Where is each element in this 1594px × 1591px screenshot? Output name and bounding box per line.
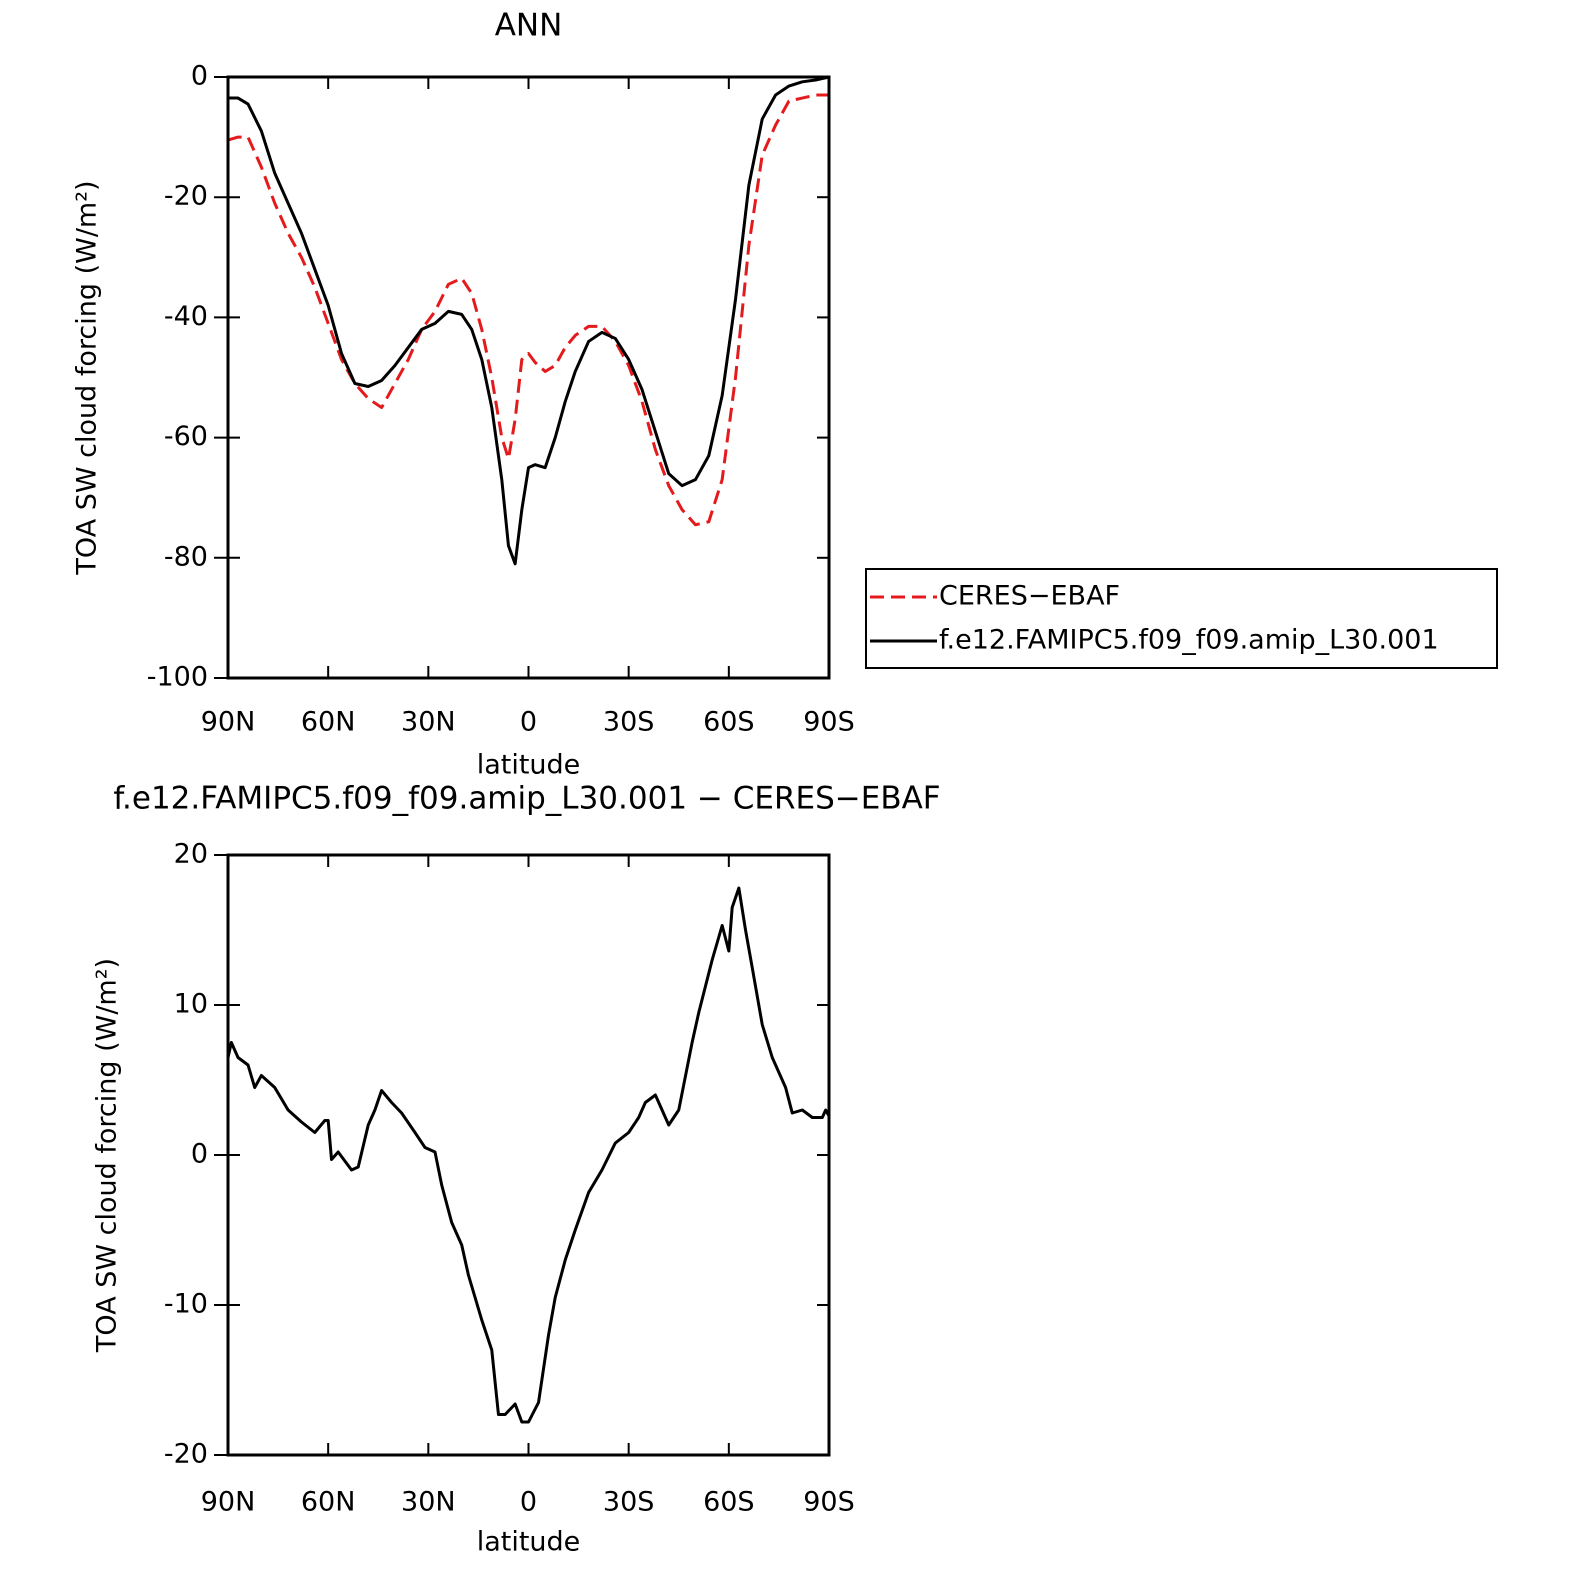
x-tick-label: 60S — [703, 1487, 755, 1518]
legend-label: f.e12.FAMIPC5.f09_f09.amip_L30.001 — [939, 625, 1439, 656]
data-line — [228, 75, 830, 566]
plot-frame — [226, 75, 831, 680]
plot-frame — [226, 853, 831, 1457]
chart-title: ANN — [495, 8, 563, 44]
x-tick-label: 30N — [401, 1487, 456, 1518]
x-tick-label: 90S — [803, 707, 855, 738]
y-axis-label: TOA SW cloud forcing (W/m²) — [72, 180, 103, 575]
x-tick-label: 90S — [803, 1487, 855, 1518]
x-tick-label: 90N — [201, 1487, 256, 1518]
y-tick-label: 0 — [191, 61, 208, 92]
x-axis-label: latitude — [477, 750, 581, 781]
x-tick-label: 30S — [603, 707, 655, 738]
x-axis-label: latitude — [477, 1527, 581, 1558]
x-tick-label: 0 — [520, 707, 537, 738]
y-tick-label: -40 — [164, 301, 208, 332]
y-tick-label: 10 — [174, 989, 208, 1020]
y-tick-label: 0 — [191, 1139, 208, 1170]
y-tick-label: -60 — [164, 421, 208, 452]
data-line — [227, 93, 829, 527]
x-tick-label: 0 — [520, 1487, 537, 1518]
x-tick-label: 60N — [301, 707, 356, 738]
data-line — [226, 886, 831, 1424]
x-tick-label: 90N — [201, 707, 256, 738]
legend-box — [865, 568, 1498, 669]
chart-title: f.e12.FAMIPC5.f09_f09.amip_L30.001 − CER… — [113, 781, 940, 817]
legend-label: CERES−EBAF — [939, 581, 1120, 612]
y-tick-label: -100 — [147, 662, 208, 693]
y-axis-label: TOA SW cloud forcing (W/m²) — [92, 958, 123, 1353]
x-tick-label: 60N — [301, 1487, 356, 1518]
y-tick-label: -80 — [164, 541, 208, 572]
y-tick-label: 20 — [174, 839, 208, 870]
y-tick-label: -10 — [164, 1289, 208, 1320]
x-tick-label: 30S — [603, 1487, 655, 1518]
x-tick-label: 60S — [703, 707, 755, 738]
y-tick-label: -20 — [164, 1439, 208, 1470]
x-tick-label: 30N — [401, 707, 456, 738]
y-tick-label: -20 — [164, 181, 208, 212]
